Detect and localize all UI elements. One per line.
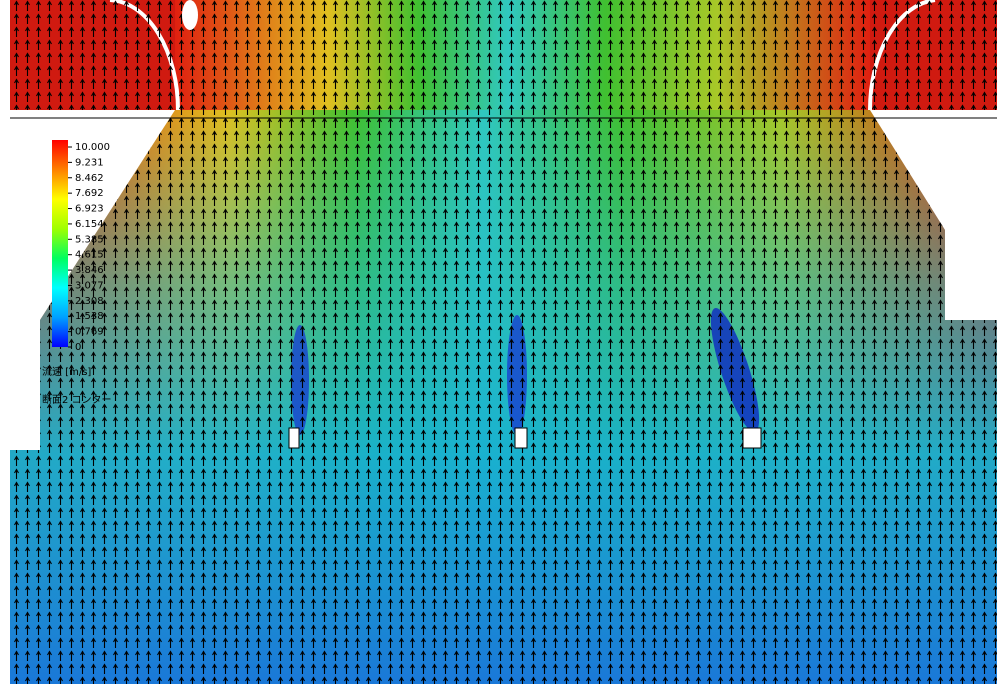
color-bar	[52, 140, 68, 347]
legend-title: 流速 [m/s]	[42, 365, 91, 378]
tick-label: 2.308	[75, 296, 104, 307]
pillar	[743, 428, 761, 448]
flow-view: 流速 [m/s] 断面2 コンター 10.000 9.231 8.462 7.692 6…	[0, 0, 997, 684]
tick-label: 5.385	[75, 234, 104, 245]
tick-label: 3.846	[75, 265, 104, 276]
contour-field	[0, 0, 997, 684]
tick-label: 0	[75, 342, 81, 353]
tick-label: 8.462	[75, 173, 104, 184]
pillar	[515, 428, 527, 448]
pillar	[289, 428, 299, 448]
tick-label: 0.769	[75, 327, 104, 338]
tick-label: 3.077	[75, 280, 104, 291]
tick-label: 1.538	[75, 311, 104, 322]
page: {"legend": {"title": "流速 [m/s]", "subtit…	[0, 0, 997, 684]
vector-arrows	[0, 0, 997, 684]
tick-label: 9.231	[75, 157, 104, 168]
tick-label: 10.000	[75, 142, 110, 153]
tick-label: 6.923	[75, 204, 104, 215]
void	[182, 0, 198, 30]
tick-label: 6.154	[75, 219, 104, 230]
legend-subtitle: 断面2 コンター	[42, 393, 112, 406]
tick-label: 4.615	[75, 250, 104, 261]
tick-label: 7.692	[75, 188, 104, 199]
